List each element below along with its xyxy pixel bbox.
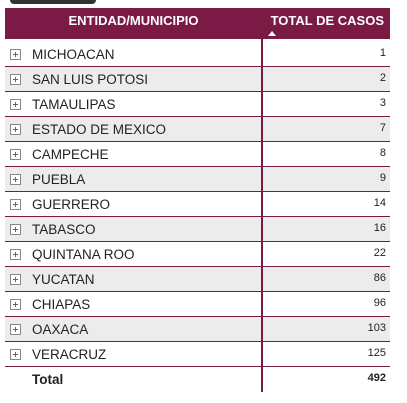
column-header[interactable]: ENTIDAD/MUNICIPIO (68, 13, 199, 28)
entity-name: TABASCO (32, 222, 96, 237)
expand-button[interactable] (10, 74, 21, 85)
entity-name: TAMAULIPAS (32, 97, 116, 112)
case-count: 14 (373, 197, 386, 209)
entity-name: PUEBLA (32, 172, 86, 187)
case-count: 7 (379, 122, 386, 134)
case-count: 8 (379, 147, 386, 159)
sort-arrow (268, 31, 276, 36)
table-row: CHIAPAS 96 (5, 292, 390, 317)
table-row: SAN LUIS POTOSI 2 (5, 67, 390, 92)
expand-button[interactable] (10, 149, 21, 160)
total-label: Total (32, 372, 64, 387)
table-row: CAMPECHE 8 (5, 142, 390, 167)
table-row: TAMAULIPAS 3 (5, 92, 390, 117)
case-count: 103 (367, 322, 386, 334)
expand-button[interactable] (10, 199, 21, 210)
table-row: QUINTANA ROO 22 (5, 242, 390, 267)
expand-button[interactable] (10, 274, 21, 285)
case-count: 86 (373, 272, 386, 284)
entity-name: MICHOACAN (32, 47, 115, 62)
case-count: 16 (373, 222, 386, 234)
entity-name: QUINTANA ROO (32, 247, 135, 262)
expand-button[interactable] (10, 174, 21, 185)
expand-button[interactable] (10, 49, 21, 60)
table-row: VERACRUZ 125 (5, 342, 390, 367)
column-divider (261, 39, 263, 392)
expand-button[interactable] (10, 299, 21, 310)
expand-button[interactable] (10, 349, 21, 360)
table-row: MICHOACAN 1 (5, 42, 390, 67)
case-count: 125 (367, 347, 386, 359)
case-count: 22 (373, 247, 386, 259)
case-count: 96 (373, 297, 386, 309)
tab-handle (10, 0, 96, 4)
case-count: 1 (379, 47, 386, 59)
table-row: GUERRERO 14 (5, 192, 390, 217)
total-row: Total 492 (5, 367, 390, 391)
entity-name: OAXACA (32, 322, 89, 337)
table-row: PUEBLA 9 (5, 167, 390, 192)
expand-button[interactable] (10, 224, 21, 235)
column-header[interactable]: TOTAL DE CASOS (270, 13, 384, 28)
entity-name: SAN LUIS POTOSI (32, 72, 149, 87)
case-count: 2 (379, 72, 386, 84)
expand-button[interactable] (10, 124, 21, 135)
case-count: 9 (379, 172, 386, 184)
table-row: TABASCO 16 (5, 217, 390, 242)
entity-name: CAMPECHE (32, 147, 109, 162)
expand-button[interactable] (10, 99, 21, 110)
table-row: YUCATAN 86 (5, 267, 390, 292)
entity-name: VERACRUZ (32, 347, 107, 362)
expand-button[interactable] (10, 324, 21, 335)
table-row: ESTADO DE MEXICO 7 (5, 117, 390, 142)
entity-name: YUCATAN (32, 272, 95, 287)
case-count: 3 (379, 97, 386, 109)
entity-name: GUERRERO (32, 197, 111, 212)
header-row: ENTIDAD/MUNICIPIO TOTAL DE CASOS (5, 8, 390, 39)
entity-name: CHIAPAS (32, 297, 91, 312)
total-value: 492 (367, 372, 386, 384)
expand-button[interactable] (10, 249, 21, 260)
entity-name: ESTADO DE MEXICO (32, 122, 167, 137)
table-row: OAXACA 103 (5, 317, 390, 342)
